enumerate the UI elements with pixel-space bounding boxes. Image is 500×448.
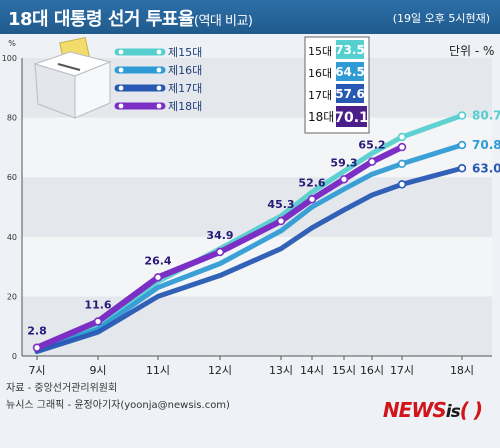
point-제18대 xyxy=(32,343,42,352)
line-제15대 xyxy=(34,113,465,350)
timestamp: (19일 오후 5시현재) xyxy=(392,12,490,25)
summary-value: 70.1 xyxy=(334,110,369,126)
point-제16대 xyxy=(457,140,467,150)
summary-value-chip xyxy=(336,40,364,59)
data-label: 59.3 xyxy=(330,156,357,169)
y-tick-label: 60 xyxy=(7,173,17,182)
legend-dot xyxy=(156,103,162,109)
data-label: 34.9 xyxy=(206,229,233,242)
point-제18대 xyxy=(367,157,377,166)
x-tick-label: 17시 xyxy=(390,364,414,377)
legend-dot xyxy=(118,85,124,91)
ballot-box-icon xyxy=(33,36,112,119)
point-제15대 xyxy=(397,132,407,142)
x-tick-label: 15시 xyxy=(332,364,356,377)
page-title: 18대 대통령 선거 투표율(역대 비교) xyxy=(8,5,253,31)
data-label: 80.7 xyxy=(472,109,500,123)
line-제16대 xyxy=(34,142,465,353)
data-label: 45.3 xyxy=(267,198,294,211)
x-tick-label: 13시 xyxy=(269,364,293,377)
credit-text: 뉴시스 그래픽 - 윤정아기자(yoonja@newsis.com) xyxy=(6,400,230,411)
point-제18대 xyxy=(307,195,317,204)
y-tick-label: 80 xyxy=(7,114,17,123)
point-제18대 xyxy=(276,216,286,226)
legend-label: 제16대 xyxy=(168,64,202,77)
x-tick-label: 14시 xyxy=(300,364,324,377)
legend-dot xyxy=(156,85,162,91)
logo-news: NEWS xyxy=(382,398,447,422)
x-tick-label: 7시 xyxy=(28,364,45,377)
footer: 자료 - 중앙선거관리위원회 뉴시스 그래픽 - 윤정아기자(yoonja@ne… xyxy=(6,380,230,414)
summary-label: 18대 xyxy=(308,110,334,124)
summary-value-chip xyxy=(336,62,364,81)
point-제18대 xyxy=(339,175,349,184)
legend-label: 제15대 xyxy=(168,46,202,59)
source-text: 자료 - 중앙선거관리위원회 xyxy=(6,383,118,394)
point-제18대 xyxy=(215,247,225,257)
point-제17대 xyxy=(397,180,407,189)
y-tick-label: 40 xyxy=(7,233,17,242)
x-tick-label: 9시 xyxy=(89,364,106,377)
data-label: 2.8 xyxy=(27,325,47,338)
line-제17대 xyxy=(34,165,465,355)
title-main: 18대 대통령 선거 투표율 xyxy=(8,9,194,30)
legend-dot xyxy=(156,67,162,73)
legend-dot xyxy=(118,67,124,73)
summary-label: 17대 xyxy=(308,89,332,102)
point-제16대 xyxy=(397,159,407,168)
newsis-logo: NEWSis( ) xyxy=(382,398,483,422)
point-제17대 xyxy=(457,164,467,173)
grid-band xyxy=(22,117,492,178)
point-제15대 xyxy=(457,111,467,120)
title-sub: (역대 비교) xyxy=(193,14,253,29)
point-제18대 xyxy=(93,317,103,326)
summary-value: 64.5 xyxy=(335,65,365,79)
summary-value: 57.6 xyxy=(335,87,365,101)
data-label: 52.6 xyxy=(298,176,325,189)
summary-value: 73.5 xyxy=(335,43,365,57)
y-tick-label: 0 xyxy=(12,352,17,361)
summary-value-chip xyxy=(336,106,367,127)
point-제18대 xyxy=(397,142,407,152)
legend-dot xyxy=(156,49,162,55)
y-tick-label: 100 xyxy=(2,54,17,63)
x-tick-label: 18시 xyxy=(450,364,474,377)
logo-paren: ( ) xyxy=(459,398,483,422)
data-label: 63.0 xyxy=(472,161,500,175)
data-label: 11.6 xyxy=(84,298,111,311)
grid-band xyxy=(22,236,492,297)
legend-label: 제18대 xyxy=(168,100,202,113)
legend-label: 제17대 xyxy=(168,82,202,95)
header-bar: 18대 대통령 선거 투표율(역대 비교) (19일 오후 5시현재) xyxy=(0,0,500,34)
data-label: 70.8 xyxy=(472,138,500,152)
x-tick-label: 16시 xyxy=(360,364,384,377)
logo-is: is xyxy=(445,402,461,422)
summary-label: 15대 xyxy=(308,45,332,58)
summary-label: 16대 xyxy=(308,67,332,80)
point-제18대 xyxy=(153,273,163,282)
x-tick-label: 12시 xyxy=(208,364,232,377)
y-axis-unit: % xyxy=(8,39,16,48)
unit-label: 단위 - % xyxy=(449,44,495,58)
data-label: 65.2 xyxy=(358,139,385,152)
data-label: 26.4 xyxy=(144,254,171,267)
legend-dot xyxy=(118,103,124,109)
summary-value-chip xyxy=(336,84,364,103)
legend-dot xyxy=(118,49,124,55)
x-tick-label: 11시 xyxy=(146,364,170,377)
y-tick-label: 20 xyxy=(7,292,17,301)
